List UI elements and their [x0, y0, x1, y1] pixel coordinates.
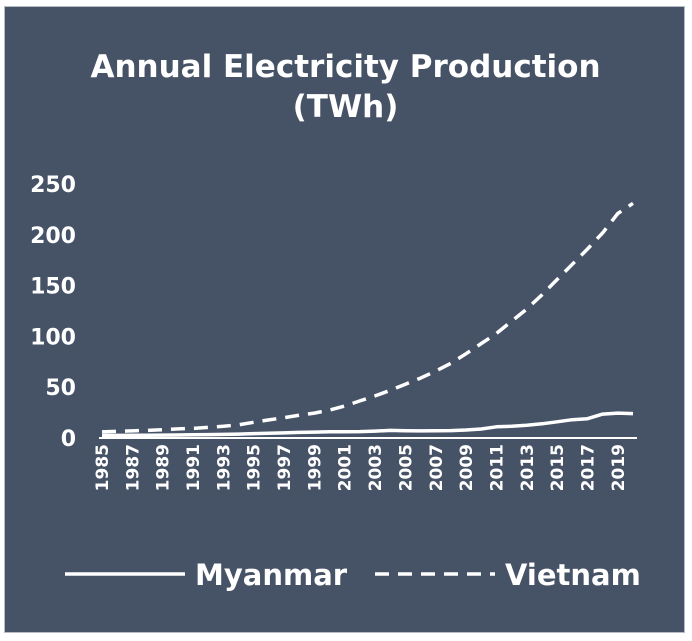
y-tick-label: 250: [30, 173, 76, 198]
x-tick-label: 2003: [366, 444, 386, 491]
y-tick-label: 150: [30, 275, 76, 300]
x-tick-label: 2019: [609, 444, 629, 491]
series-line-vietnam: [101, 201, 634, 434]
x-tick-label: 2005: [396, 444, 416, 491]
x-tick-label: 1985: [93, 444, 113, 491]
y-tick-label: 200: [30, 224, 76, 249]
y-tick-label: 100: [30, 325, 76, 350]
x-tick-label: 2013: [518, 444, 538, 491]
legend-label-vietnam: Vietnam: [505, 558, 641, 592]
x-tick-label: 2011: [487, 444, 507, 491]
chart-title-line-1: Annual Electricity Production: [90, 49, 601, 85]
x-tick-label: 2001: [336, 444, 356, 491]
x-tick-label: 1989: [154, 444, 174, 491]
x-tick-label: 1993: [214, 444, 234, 491]
x-tick-label: 2017: [578, 444, 598, 491]
x-tick-label: 2015: [548, 444, 568, 491]
x-tick-label: 1991: [184, 444, 204, 491]
legend-label-myanmar: Myanmar: [195, 558, 348, 592]
x-tick-label: 1987: [123, 444, 143, 491]
x-tick-label: 2007: [427, 444, 447, 491]
chart-title: Annual Electricity Production (TWh): [5, 47, 686, 127]
y-tick-label: 50: [45, 376, 76, 401]
line-chart: 0 50 100 150 200 250 1985 1987 1989 1991 1993 1995 1…: [30, 173, 641, 592]
y-tick-label: 0: [61, 427, 76, 452]
x-tick-label: 1995: [245, 444, 265, 491]
series-line-myanmar: [101, 411, 634, 438]
x-tick-label: 1997: [275, 444, 295, 491]
chart-title-line-2: (TWh): [292, 89, 399, 125]
x-tick-label: 2009: [457, 444, 477, 491]
chart-card: Annual Electricity Production (TWh) 0 50 1…: [4, 6, 685, 633]
x-tick-label: 1999: [305, 444, 325, 491]
